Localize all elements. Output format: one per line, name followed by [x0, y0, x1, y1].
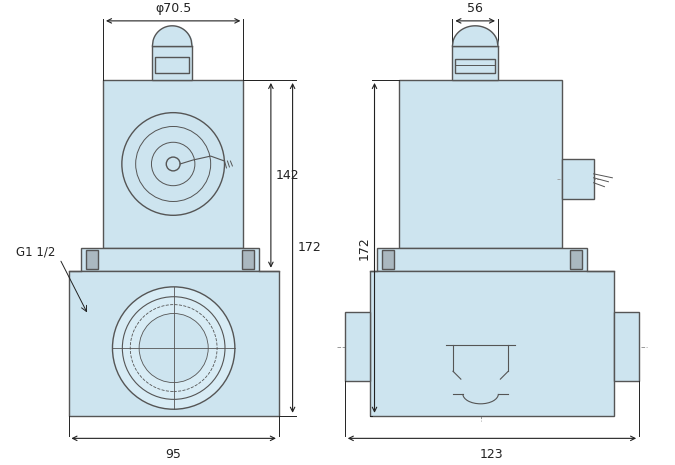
Circle shape — [139, 313, 208, 383]
Bar — [82, 248, 259, 271]
Bar — [370, 271, 614, 416]
Text: 95: 95 — [166, 448, 182, 461]
Text: φ70.5: φ70.5 — [155, 2, 191, 15]
Circle shape — [122, 113, 225, 215]
Bar — [345, 312, 370, 381]
Bar — [399, 80, 562, 248]
Text: G1 1/2: G1 1/2 — [16, 246, 55, 259]
Circle shape — [122, 297, 225, 399]
Circle shape — [136, 126, 211, 201]
Circle shape — [166, 157, 180, 171]
Bar — [452, 46, 498, 80]
Bar — [86, 250, 98, 269]
Text: 56: 56 — [467, 2, 483, 15]
Text: 142: 142 — [276, 169, 300, 182]
Bar — [377, 248, 587, 271]
Bar — [153, 46, 192, 80]
Bar — [456, 60, 495, 73]
Circle shape — [130, 305, 217, 392]
Bar — [69, 271, 279, 416]
Bar — [242, 250, 254, 269]
Bar — [383, 250, 394, 269]
Bar — [570, 250, 582, 269]
Bar — [562, 159, 593, 199]
Bar — [103, 80, 243, 248]
Circle shape — [151, 142, 195, 186]
Bar — [614, 312, 639, 381]
Text: 123: 123 — [480, 448, 504, 461]
Circle shape — [113, 287, 235, 409]
Text: 172: 172 — [298, 241, 321, 254]
Text: 172: 172 — [358, 236, 371, 260]
Bar — [155, 57, 189, 73]
